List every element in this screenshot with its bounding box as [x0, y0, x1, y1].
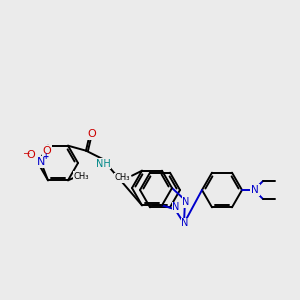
Text: N: N	[182, 197, 190, 207]
Text: N: N	[37, 157, 45, 167]
Text: CH₃: CH₃	[114, 173, 130, 182]
Text: N: N	[251, 185, 259, 195]
Text: N: N	[181, 218, 189, 228]
Text: CH₃: CH₃	[73, 172, 89, 181]
Text: +: +	[42, 152, 48, 161]
Text: N: N	[172, 202, 180, 212]
Text: O: O	[27, 150, 35, 160]
Text: −: −	[22, 148, 30, 157]
Text: O: O	[88, 129, 96, 139]
Text: O: O	[43, 146, 51, 156]
Text: NH: NH	[96, 159, 110, 169]
